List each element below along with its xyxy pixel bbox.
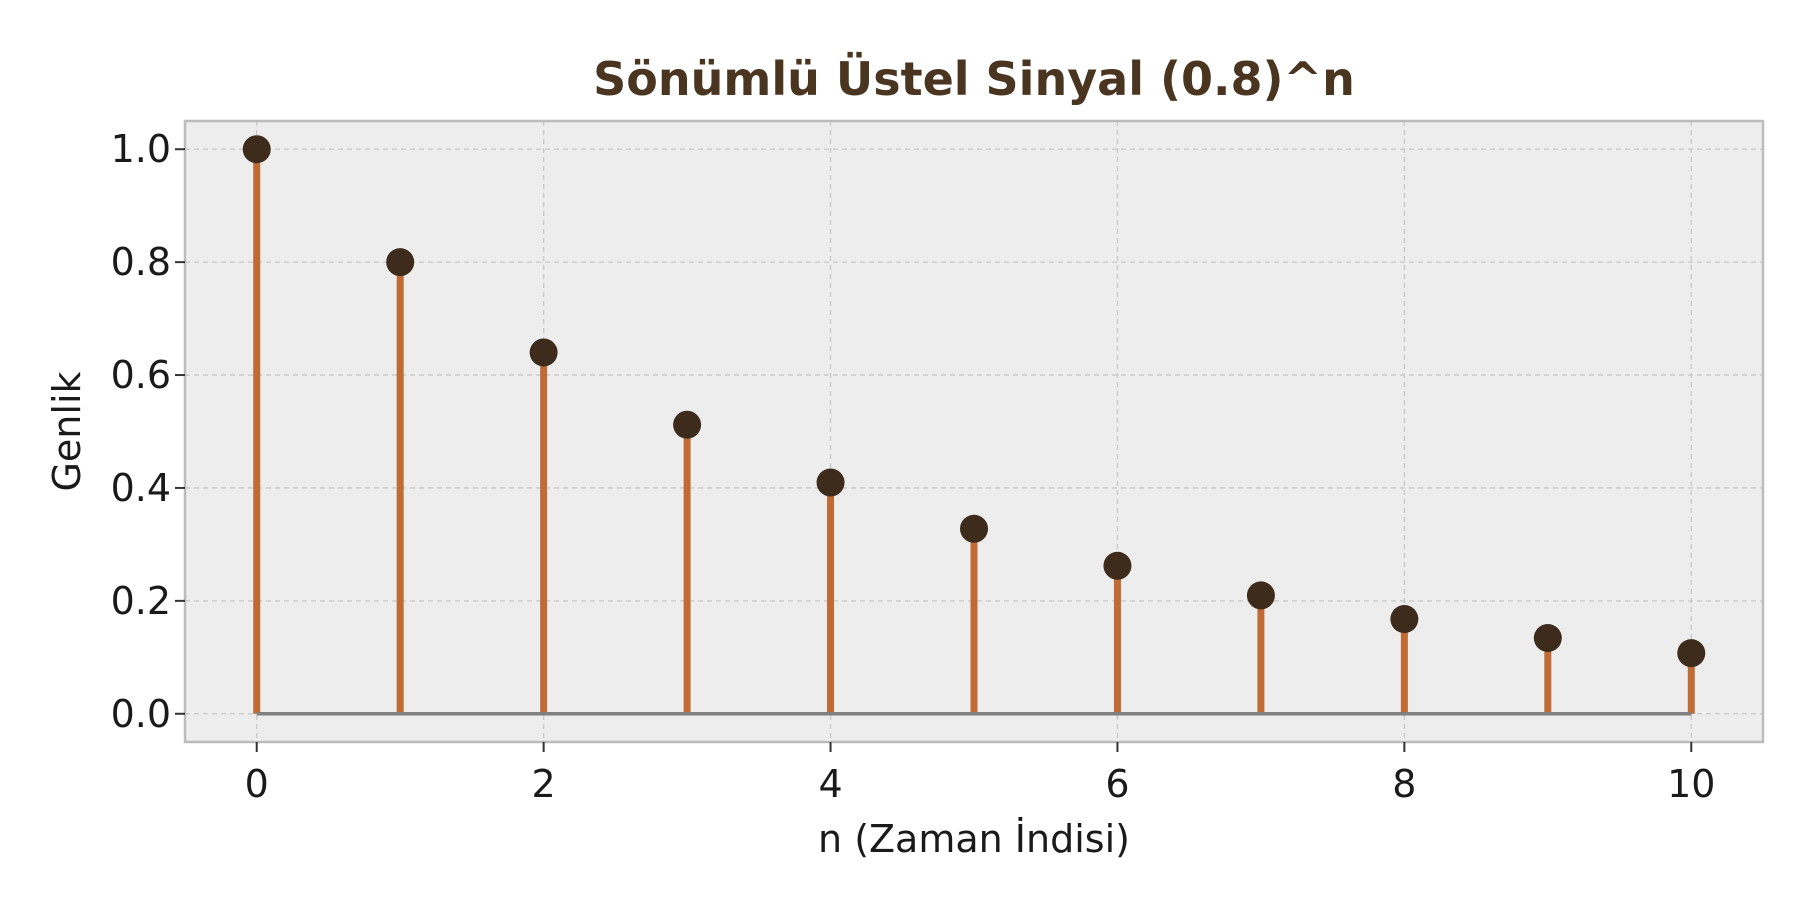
x-tick-label: 10 [1667,762,1715,806]
stem-marker [1533,624,1562,653]
y-tick-label: 1.0 [111,127,171,171]
stem-marker [1103,551,1132,580]
stem-marker [242,135,271,164]
y-tick-label: 0.6 [111,353,171,397]
chart-title: Sönümlü Üstel Sinyal (0.8)^n [593,52,1355,106]
x-tick-label: 2 [532,762,556,806]
x-tick-label: 0 [245,762,269,806]
x-tick-label: 8 [1392,762,1416,806]
x-tick-label: 6 [1105,762,1129,806]
y-tick-label: 0.4 [111,466,171,510]
stem-marker [1246,581,1275,610]
x-ticks: 0 2 4 6 8 10 [245,742,1715,806]
stem-marker [816,468,845,497]
x-tick-label: 4 [818,762,842,806]
stem-marker [673,410,702,439]
y-axis-label: Genlik [45,371,89,491]
y-tick-label: 0.0 [111,692,171,736]
stem-marker [386,248,415,277]
x-axis-label: n (Zaman İndisi) [818,817,1130,861]
stem-marker [960,514,988,543]
plot-frame [183,119,1765,744]
y-tick-label: 0.2 [111,579,171,623]
stem-marker [529,338,558,367]
stem-marker [1390,605,1419,634]
y-ticks: 0.0 0.2 0.4 0.6 0.8 1.0 [111,127,185,736]
y-tick-label: 0.8 [111,240,171,284]
stem-marker [1677,639,1706,668]
markers [242,135,1706,668]
